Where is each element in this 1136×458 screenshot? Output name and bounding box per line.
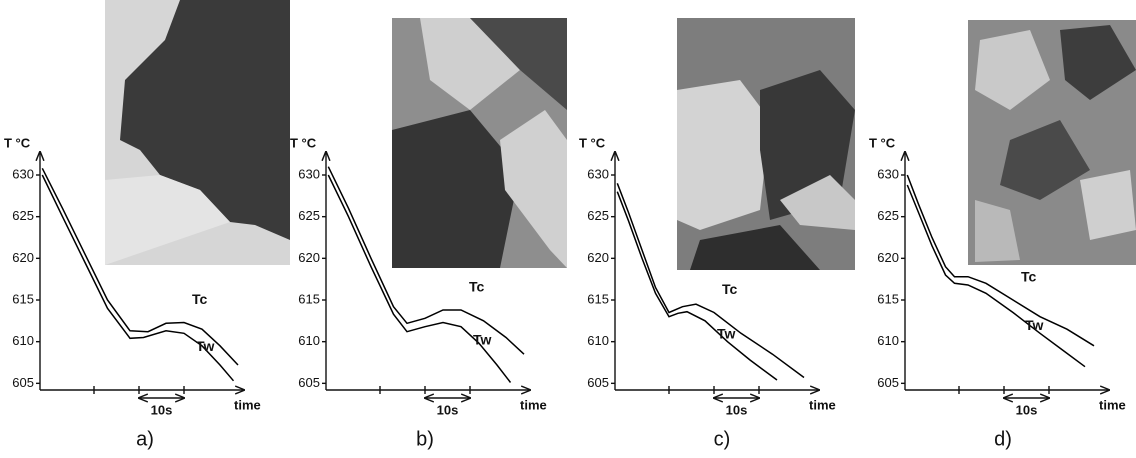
y-tick-label: 630: [877, 166, 899, 181]
y-tick-label: 625: [298, 208, 320, 223]
chart-panel: T °C time 605 610 615 620 625 630 10s Tc Tw a): [4, 135, 261, 450]
y-tick-label: 610: [587, 333, 609, 348]
y-tick-label: 620: [587, 250, 609, 265]
series-label: Tc: [1021, 269, 1037, 285]
scale-bar-label: 10s: [437, 402, 459, 417]
curve: [41, 174, 235, 382]
panel-caption: d): [994, 428, 1012, 450]
y-tick-label: 620: [877, 250, 899, 265]
x-axis-label: time: [520, 397, 547, 412]
curve: [906, 174, 1095, 347]
y-tick-label: 605: [298, 375, 320, 390]
x-axis-label: time: [809, 397, 836, 412]
chart-panel: T °C time 605 610 615 620 625 630 10s Tc Tw c): [579, 135, 836, 450]
panel-caption: b): [416, 428, 434, 450]
curve: [41, 167, 239, 366]
y-tick-label: 615: [877, 291, 899, 306]
series-label: Tc: [192, 291, 208, 307]
y-tick-label: 630: [12, 166, 34, 181]
y-tick-label: 605: [587, 375, 609, 390]
scale-bar-label: 10s: [1016, 402, 1038, 417]
y-tick-label: 620: [298, 250, 320, 265]
y-tick-label: 620: [12, 250, 34, 265]
y-tick-label: 625: [587, 208, 609, 223]
y-tick-label: 625: [12, 208, 34, 223]
scale-bar-label: 10s: [726, 402, 748, 417]
curve: [327, 174, 512, 383]
curve: [327, 166, 525, 355]
curve: [906, 184, 1086, 368]
y-tick-label: 610: [298, 333, 320, 348]
x-axis-label: time: [1099, 397, 1126, 412]
curve: [616, 183, 805, 379]
y-tick-label: 610: [12, 333, 34, 348]
series-label: Tw: [717, 326, 736, 342]
y-tick-label: 605: [12, 375, 34, 390]
micrograph-d: [968, 20, 1136, 265]
micrograph-b: [392, 18, 567, 268]
y-tick-label: 625: [877, 208, 899, 223]
curve: [616, 191, 778, 381]
micrograph-c: [677, 18, 855, 270]
series-label: Tw: [1025, 317, 1044, 333]
micrograph-a: [105, 0, 290, 265]
panel-caption: a): [136, 428, 154, 450]
scale-bar-label: 10s: [151, 402, 173, 417]
y-tick-label: 610: [877, 333, 899, 348]
series-label: Tw: [473, 331, 492, 347]
y-axis-label: T °C: [869, 135, 896, 150]
y-tick-label: 615: [12, 291, 34, 306]
series-label: Tc: [469, 279, 485, 295]
y-tick-label: 615: [587, 291, 609, 306]
y-tick-label: 605: [877, 375, 899, 390]
chart-panel: T °C time 605 610 615 620 625 630 10s Tc Tw d): [869, 135, 1126, 450]
y-axis-label: T °C: [290, 135, 317, 150]
series-label: Tw: [196, 338, 215, 354]
y-axis-label: T °C: [579, 135, 606, 150]
series-label: Tc: [722, 281, 738, 297]
y-tick-label: 615: [298, 291, 320, 306]
y-axis-label: T °C: [4, 135, 31, 150]
chart-panel: T °C time 605 610 615 620 625 630 10s Tc Tw b): [290, 135, 547, 450]
y-tick-label: 630: [298, 166, 320, 181]
y-tick-label: 630: [587, 166, 609, 181]
x-axis-label: time: [234, 397, 261, 412]
panel-caption: c): [714, 428, 731, 450]
